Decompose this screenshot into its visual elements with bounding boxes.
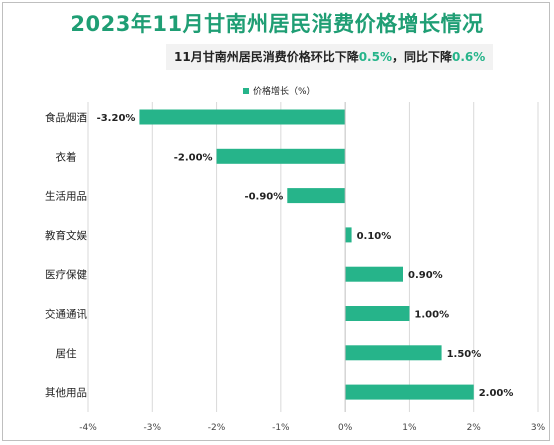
bar: [287, 188, 346, 204]
bar: [345, 306, 410, 321]
category-label: 交通通讯: [45, 308, 87, 321]
data-label: -3.20%: [97, 113, 136, 124]
chart-frame: [2, 2, 550, 441]
x-tick-label: -3%: [144, 423, 162, 433]
data-label: 1.50%: [447, 349, 482, 360]
subtitle-text-2: ，同比下降: [391, 50, 452, 64]
data-label: -0.90%: [244, 192, 283, 203]
data-label: -2.00%: [174, 152, 213, 163]
category-label: 衣着: [56, 150, 77, 163]
chart-title: 2023年11月甘南州居民消费价格增长情况: [70, 12, 484, 36]
x-tick-label: 0%: [338, 423, 353, 433]
data-label: 0.90%: [408, 270, 443, 281]
data-label: 2.00%: [479, 388, 514, 399]
x-tick-label: -4%: [79, 423, 97, 433]
x-tick-label: 2%: [467, 423, 482, 433]
legend-label: 价格增长（%）: [253, 85, 316, 97]
bar: [216, 148, 346, 164]
bar: [139, 109, 346, 125]
x-tick-label: -1%: [272, 423, 290, 433]
bar: [345, 227, 352, 243]
chart-subtitle: 11月甘南州居民消费价格环比下降0.5%，同比下降0.6%: [166, 44, 494, 70]
category-label: 教育文娱: [45, 229, 87, 242]
legend-swatch: [243, 88, 249, 94]
x-tick-label: 3%: [531, 423, 546, 433]
category-label: 居住: [56, 347, 77, 360]
category-label: 医疗保健: [45, 268, 87, 281]
category-label: 食品烟酒: [45, 111, 87, 124]
data-label: 0.10%: [357, 231, 392, 242]
bar: [345, 384, 474, 400]
subtitle-value-yoy: 0.6%: [452, 50, 486, 64]
bar: [345, 266, 403, 282]
subtitle-text-1: 11月甘南州居民消费价格环比下降: [174, 50, 359, 64]
bar: [345, 345, 442, 361]
data-label: 1.00%: [414, 310, 449, 321]
x-tick-label: 1%: [402, 423, 417, 433]
category-label: 生活用品: [45, 190, 87, 203]
subtitle-value-mom: 0.5%: [358, 50, 392, 64]
x-tick-label: -2%: [208, 423, 226, 433]
category-label: 其他用品: [45, 386, 87, 399]
